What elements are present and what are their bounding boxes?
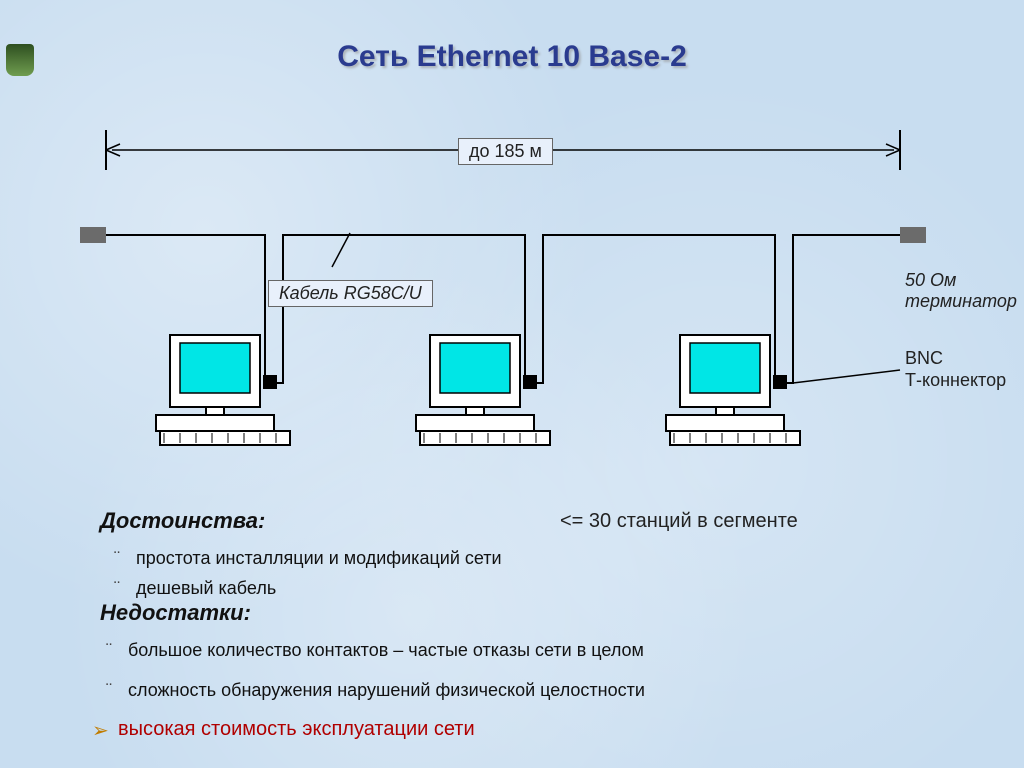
cable-label: Кабель RG58C/U [268, 280, 433, 307]
slide-title: Сеть Ethernet 10 Base-2 [0, 40, 1024, 74]
cons-item: большое количество контактов – частые от… [128, 640, 644, 661]
highlight-line: высокая стоимость эксплуатации сети [118, 718, 475, 741]
stations-note: <= 30 станций в сегменте [560, 510, 798, 533]
cons-heading: Недостатки: [100, 600, 251, 626]
bnc-connector-label: BNC Т-коннектор [905, 348, 1006, 391]
cons-item: сложность обнаружения нарушений физическ… [128, 680, 645, 701]
bus-diagram [0, 195, 1024, 495]
pros-item: простота инсталляции и модификаций сети [136, 548, 502, 569]
pros-heading: Достоинства: [100, 508, 265, 534]
length-label: до 185 м [458, 138, 553, 165]
terminator-label: 50 Ом терминатор [905, 270, 1017, 311]
pros-item: дешевый кабель [136, 578, 276, 599]
